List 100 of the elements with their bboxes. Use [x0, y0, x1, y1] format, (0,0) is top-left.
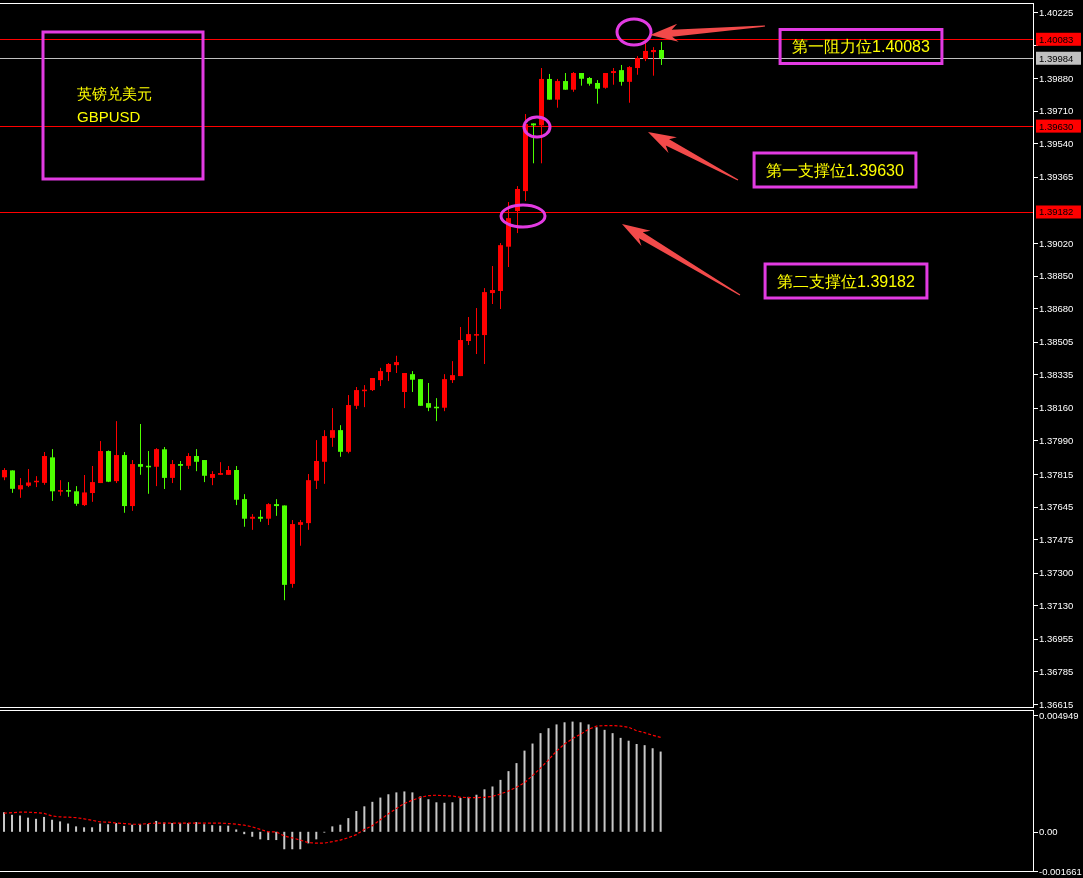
- bar: [283, 831, 286, 850]
- y-tick-label: 1.39365: [1039, 171, 1074, 183]
- candlestick: [547, 73, 552, 101]
- bar: [579, 722, 582, 832]
- y-tick-label: 1.38505: [1039, 336, 1074, 348]
- y-tick-label: 1.37990: [1039, 435, 1074, 446]
- bar: [523, 750, 526, 832]
- candlestick: [595, 79, 600, 105]
- bar: [171, 823, 174, 832]
- candlestick: [82, 474, 87, 507]
- bar: [299, 831, 302, 850]
- bar: [499, 779, 502, 832]
- bar: [259, 831, 262, 840]
- bar: [443, 802, 446, 832]
- bar: [219, 825, 222, 832]
- candlestick: [659, 41, 664, 66]
- y-tick-label: 1.36615: [1039, 698, 1074, 710]
- candlestick: [490, 265, 495, 305]
- bar: [99, 823, 102, 832]
- bar: [419, 796, 422, 832]
- bar: [363, 806, 366, 832]
- bar: [67, 823, 70, 832]
- bar: [507, 771, 510, 832]
- y-tick-label: 1.37475: [1039, 533, 1074, 545]
- bar: [59, 821, 62, 832]
- ref-line-label: 1.39630: [1039, 120, 1074, 132]
- bar: [427, 799, 430, 832]
- annotation: 第二支撑位1.39182: [777, 272, 916, 290]
- bar: [155, 820, 158, 832]
- bar: [195, 822, 198, 832]
- bar: [107, 824, 110, 832]
- bar: [203, 824, 206, 832]
- text: 英镑兑美元: [77, 84, 152, 102]
- annotation: 第一阻力位1.40083: [792, 38, 931, 55]
- candlestick: [330, 407, 335, 448]
- bar: [547, 728, 550, 832]
- candlestick: [531, 122, 536, 164]
- y-tick-label: 1.39880: [1039, 72, 1074, 84]
- y-tick-label: 1.38850: [1039, 270, 1074, 282]
- bar: [539, 733, 542, 832]
- candlestick: [298, 519, 303, 547]
- candlestick: [474, 307, 479, 355]
- bar: [11, 814, 14, 832]
- bar: [355, 811, 358, 832]
- candlestick: [90, 465, 95, 503]
- y-tick-label: 1.37815: [1039, 468, 1074, 480]
- bar: [251, 831, 254, 837]
- bar: [387, 794, 390, 832]
- bar: [91, 827, 94, 832]
- bar: [83, 827, 86, 832]
- bar: [211, 825, 214, 832]
- candlestick: [138, 423, 143, 476]
- bar: [115, 823, 118, 832]
- candlestick: [466, 316, 471, 346]
- candlestick: [178, 460, 183, 491]
- candlestick: [18, 477, 23, 499]
- candlestick: [354, 386, 359, 410]
- bar: [451, 802, 454, 832]
- y-tick-label: 1.37645: [1039, 501, 1074, 513]
- ref-line-label: 1.40083: [1039, 33, 1074, 45]
- bar: [331, 826, 334, 832]
- bar: [315, 831, 318, 840]
- bar: [515, 763, 518, 832]
- bar: [267, 831, 270, 841]
- y-tick-label: -0.001661: [1039, 865, 1082, 877]
- bar: [131, 824, 134, 832]
- bar: [467, 796, 470, 832]
- candlestick: [627, 65, 632, 104]
- bar: [531, 743, 534, 832]
- bar: [227, 825, 230, 832]
- candlestick: [555, 78, 560, 109]
- bar: [43, 816, 46, 832]
- bar: [651, 748, 654, 832]
- candlestick: [74, 485, 79, 507]
- candlestick: [378, 367, 383, 387]
- bar: [147, 824, 150, 832]
- y-tick-label: 1.39710: [1039, 105, 1074, 117]
- candlestick: [10, 469, 15, 494]
- bar: [491, 786, 494, 832]
- candlestick: [202, 459, 207, 483]
- bar: [75, 826, 78, 832]
- bar: [643, 745, 646, 832]
- bar: [483, 789, 486, 832]
- y-tick-label: 1.39020: [1039, 237, 1074, 249]
- y-tick-label: 1.38160: [1039, 402, 1074, 414]
- bar: [27, 817, 30, 832]
- y-tick-label: 1.37130: [1039, 599, 1074, 611]
- candlestick: [571, 71, 576, 93]
- candlestick: [314, 439, 319, 490]
- bar: [187, 823, 190, 832]
- candlestick: [402, 372, 407, 409]
- bar: [3, 812, 5, 832]
- bar: [595, 727, 598, 832]
- bar: [307, 831, 310, 844]
- text: GBPUSD: [77, 107, 141, 125]
- bar: [411, 792, 414, 832]
- ref-line-label: 1.39182: [1039, 206, 1074, 218]
- bar: [51, 819, 54, 832]
- bar: [603, 729, 606, 832]
- bar: [635, 744, 638, 832]
